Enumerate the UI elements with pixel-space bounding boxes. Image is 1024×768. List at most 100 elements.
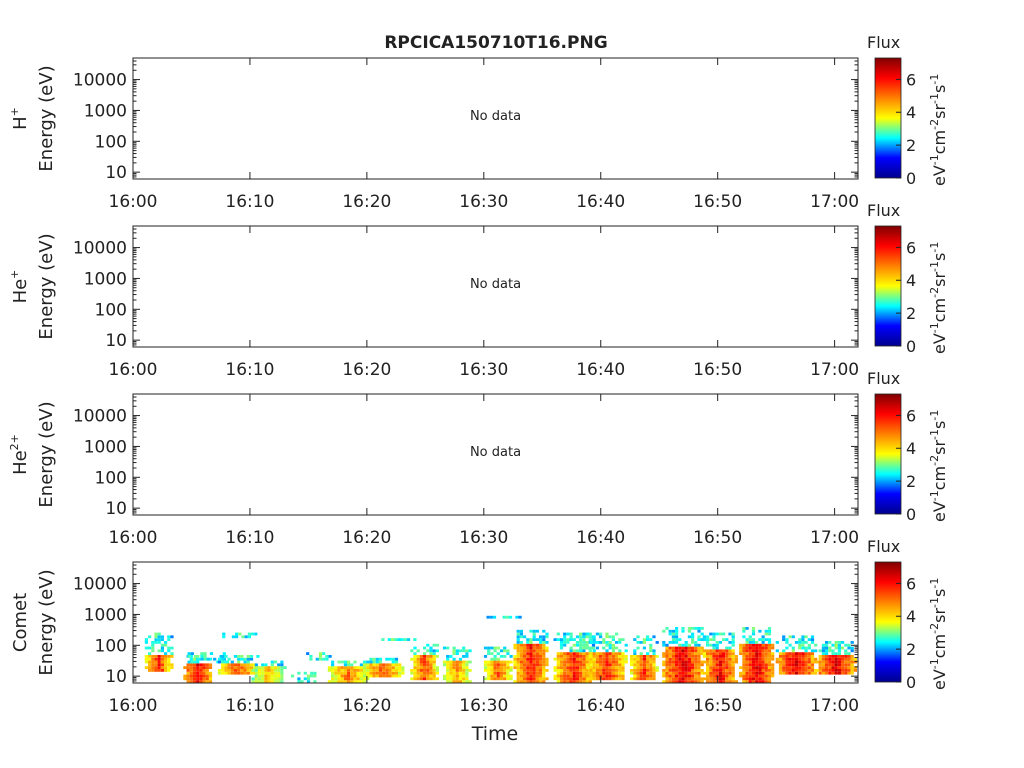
heatmap-cell: [244, 635, 248, 639]
heatmap-cell: [542, 649, 546, 653]
heatmap-cell: [487, 646, 491, 650]
heatmap-cell: [804, 660, 808, 664]
heatmap-cell: [646, 638, 650, 641]
heatmap-cell: [702, 660, 706, 664]
heatmap-cell: [709, 680, 713, 683]
heatmap-cell: [542, 641, 546, 644]
heatmap-cell: [678, 660, 682, 664]
heatmap-cell: [621, 660, 625, 664]
heatmap-cell: [556, 660, 560, 664]
heatmap-cell: [337, 674, 341, 678]
heatmap-cell: [237, 671, 241, 675]
heatmap-cell: [671, 674, 675, 678]
heatmap-cell: [575, 660, 580, 664]
heatmap-cell: [381, 638, 385, 641]
heatmap-cell: [432, 674, 436, 678]
heatmap-cell: [782, 660, 786, 664]
heatmap-cell: [566, 641, 570, 644]
heatmap-cell: [144, 657, 148, 661]
heatmap-cell: [493, 674, 497, 678]
heatmap-cell: [310, 674, 314, 678]
heatmap-cell: [791, 669, 795, 672]
heatmap-cell: [691, 657, 695, 661]
heatmap-cell: [151, 649, 155, 653]
heatmap-cell: [814, 671, 818, 675]
heatmap-cell: [731, 655, 735, 658]
heatmap-cell: [442, 663, 447, 667]
heatmap-cell: [353, 680, 357, 683]
heatmap-cell: [303, 677, 307, 681]
heatmap-cell: [655, 655, 659, 658]
heatmap-cell: [487, 652, 491, 655]
heatmap-cell: [847, 657, 851, 661]
heatmap-cell: [416, 674, 420, 678]
heatmap-cell: [728, 671, 732, 675]
heatmap-cell: [154, 657, 158, 661]
heatmap-cell: [529, 646, 533, 650]
heatmap-cell: [678, 652, 682, 655]
heatmap-cell: [582, 677, 586, 681]
heatmap-cell: [378, 671, 383, 675]
heatmap-cell: [618, 655, 622, 658]
heatmap-cell: [742, 680, 746, 683]
heatmap-cell: [671, 652, 675, 655]
heatmap-cell: [788, 655, 792, 658]
heatmap-cell: [599, 669, 603, 672]
heatmap-cell: [633, 657, 637, 661]
heatmap-cell: [767, 641, 772, 644]
heatmap-cell: [505, 615, 509, 619]
heatmap-cell: [385, 657, 389, 661]
heatmap-cell: [595, 663, 599, 667]
heatmap-cell: [366, 663, 370, 667]
heatmap-cell: [144, 655, 148, 658]
heatmap-cell: [350, 677, 354, 681]
heatmap-cell: [758, 671, 762, 675]
heatmap-cell: [526, 674, 530, 678]
heatmap-cell: [678, 663, 682, 667]
heatmap-cell: [592, 641, 596, 644]
heatmap-cell: [151, 646, 155, 650]
heatmap-cell: [758, 677, 762, 681]
heatmap-cell: [535, 666, 539, 669]
heatmap-cell: [821, 652, 825, 655]
heatmap-cell: [662, 669, 666, 672]
heatmap-cell: [687, 646, 691, 650]
heatmap-cell: [462, 669, 466, 672]
heatmap-cell: [642, 674, 646, 678]
heatmap-cell: [462, 674, 466, 678]
heatmap-cell: [277, 663, 281, 667]
heatmap-cell: [327, 666, 331, 669]
heatmap-cell: [277, 669, 281, 672]
heatmap-cell: [455, 677, 459, 681]
heatmap-cell: [516, 629, 520, 633]
heatmap-cell: [608, 660, 612, 664]
heatmap-cell: [238, 632, 242, 636]
heatmap-cell: [529, 655, 533, 658]
heatmap-cell: [778, 663, 783, 667]
heatmap-cell: [496, 657, 500, 661]
heatmap-cell: [429, 671, 433, 675]
heatmap-cell: [595, 677, 599, 681]
heatmap-cell: [535, 674, 539, 678]
heatmap-cell: [841, 663, 845, 667]
heatmap-cell: [582, 669, 586, 672]
heatmap-cell: [775, 660, 779, 664]
heatmap-cell: [221, 671, 225, 675]
heatmap-cell: [706, 677, 710, 681]
heatmap-cell: [280, 680, 284, 683]
heatmap-cell: [462, 680, 466, 683]
heatmap-cell: [668, 641, 672, 644]
heatmap-cell: [202, 680, 206, 683]
heatmap-cell: [519, 671, 523, 675]
heatmap-cell: [449, 674, 453, 678]
heatmap-cell: [290, 674, 295, 678]
heatmap-cell: [697, 666, 701, 669]
heatmap-cell: [446, 657, 450, 661]
heatmap-cell: [691, 666, 695, 669]
heatmap-cell: [350, 671, 354, 675]
heatmap-cell: [429, 649, 433, 653]
heatmap-cell: [542, 629, 546, 633]
heatmap-cell: [334, 677, 338, 681]
heatmap-cell: [545, 641, 549, 644]
heatmap-cell: [465, 663, 469, 667]
